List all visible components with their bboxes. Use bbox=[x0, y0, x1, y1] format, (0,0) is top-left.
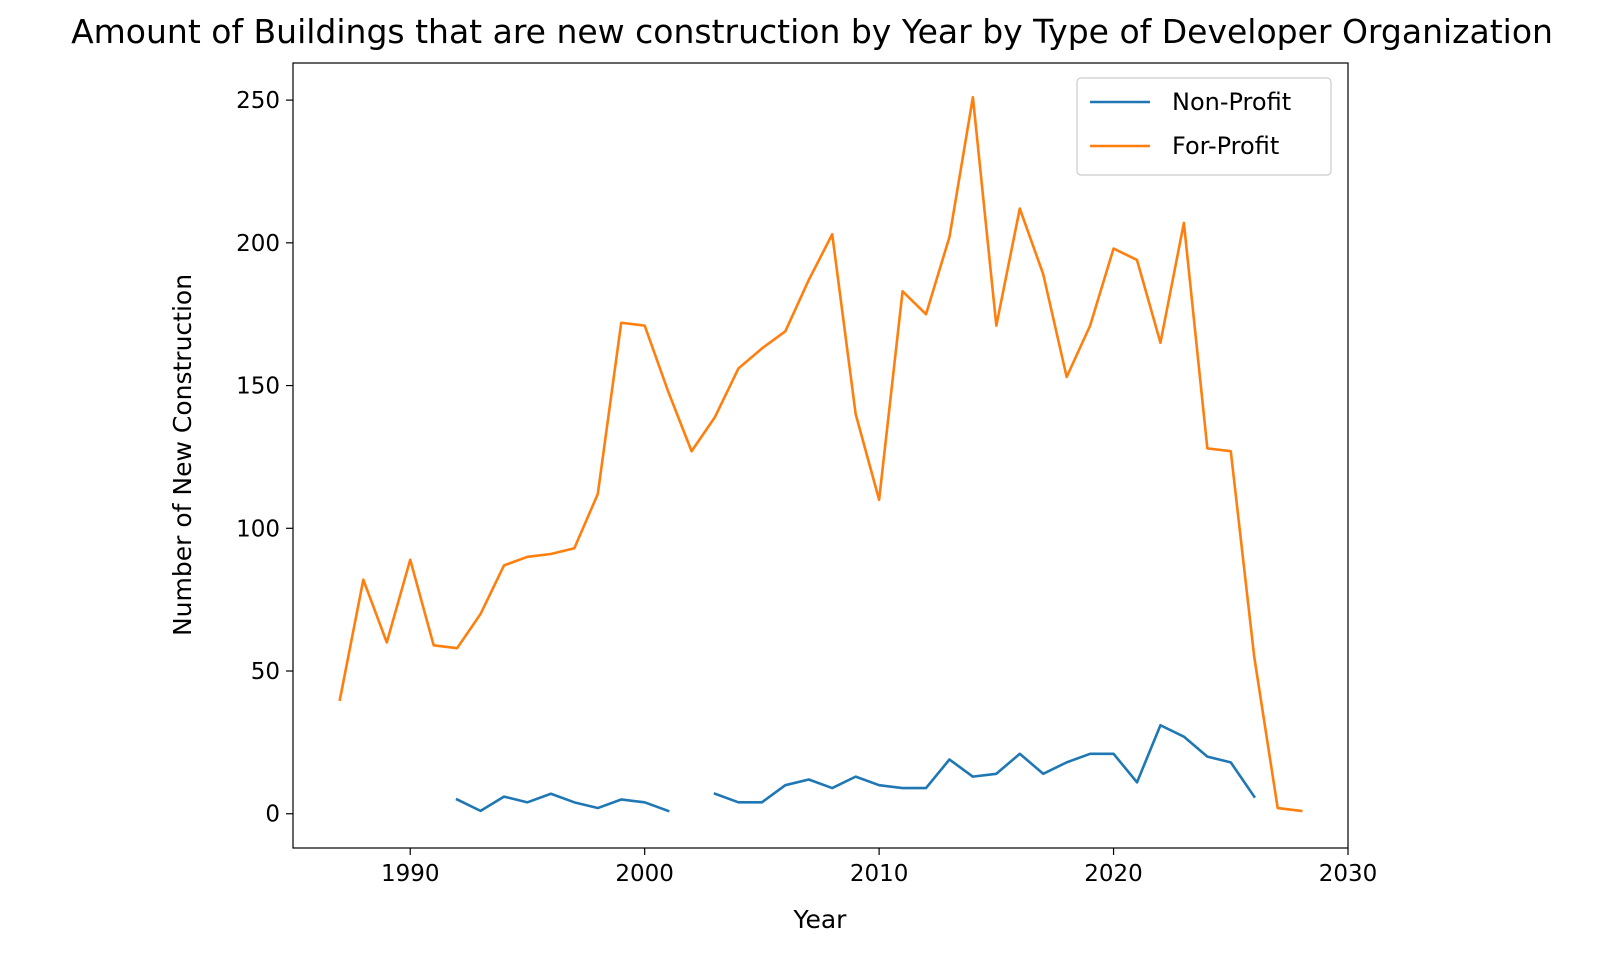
x-tick-label: 2000 bbox=[615, 861, 674, 887]
series-line-for-profit bbox=[338, 95, 1303, 813]
axis-ticks: 1990 2000 2010 2020 2030 0 50 100 150 200 250 bbox=[236, 88, 1377, 887]
x-tick-label: 2030 bbox=[1319, 861, 1378, 887]
y-tick-label: 200 bbox=[236, 231, 280, 257]
x-tick-label: 1990 bbox=[381, 861, 440, 887]
y-tick-label: 250 bbox=[236, 88, 280, 114]
y-axis-label: Number of New Construction bbox=[168, 274, 197, 636]
legend: Non-Profit For-Profit bbox=[1076, 77, 1332, 176]
y-tick-label: 50 bbox=[251, 659, 280, 685]
series-lines bbox=[338, 95, 1303, 813]
series-line-non-profit bbox=[713, 723, 1257, 804]
x-axis-label: Year bbox=[793, 905, 848, 934]
chart-title: Amount of Buildings that are new constru… bbox=[71, 12, 1553, 51]
y-tick-label: 0 bbox=[265, 802, 280, 828]
x-tick-label: 2020 bbox=[1084, 861, 1143, 887]
y-tick-label: 100 bbox=[236, 516, 280, 542]
series-line-non-profit bbox=[455, 792, 670, 813]
legend-label-non-profit: Non-Profit bbox=[1172, 88, 1291, 116]
plot-frame bbox=[292, 62, 1349, 849]
x-tick-label: 2010 bbox=[850, 861, 909, 887]
y-tick-label: 150 bbox=[236, 374, 280, 400]
legend-label-for-profit: For-Profit bbox=[1172, 132, 1279, 160]
